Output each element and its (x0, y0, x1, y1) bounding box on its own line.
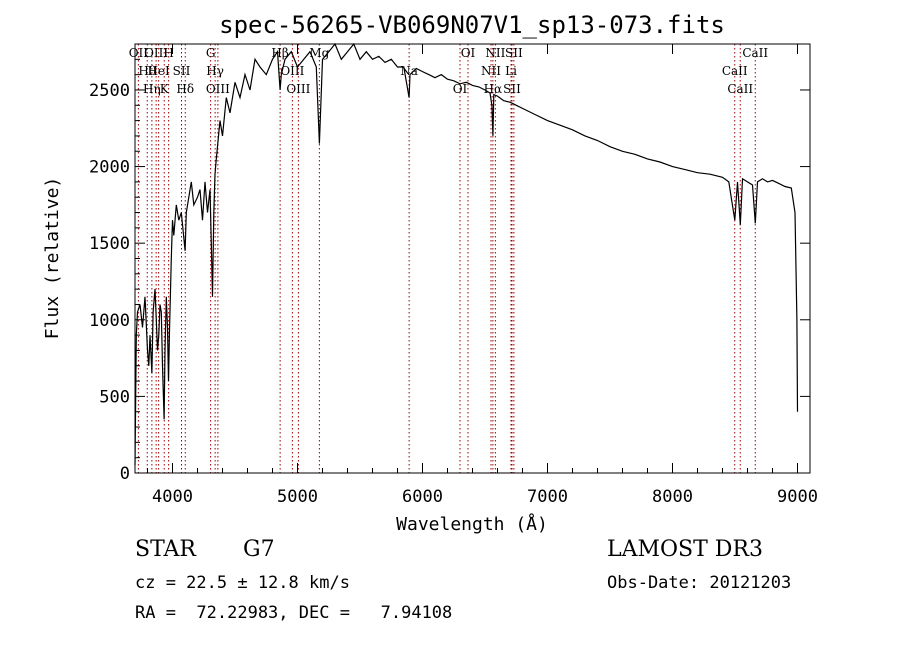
line-label-15: Hβ (271, 46, 288, 60)
line-label-11: G (206, 46, 216, 60)
line-label-21: NII (481, 64, 501, 78)
line-label-8: Hδ (176, 82, 194, 96)
line-label-27: CaII (742, 46, 768, 60)
line-label-18: OI (461, 46, 476, 60)
redshift-text: cz = 22.5 ± 12.8 km/s (135, 573, 350, 593)
line-label-1: OII (129, 46, 149, 60)
line-label-7: H (163, 46, 173, 60)
line-label-6: SII (173, 64, 191, 78)
y-tick-label-5: 2500 (89, 81, 130, 101)
survey-name: LAMOST DR3 (607, 537, 763, 562)
x-tick-label-2: 6000 (402, 487, 443, 507)
x-axis: 4000 5000 6000 7000 8000 9000 (147, 44, 818, 507)
object-class: STAR (135, 537, 196, 562)
line-label-2: OIII (144, 46, 168, 60)
y-tick-label-4: 2000 (89, 158, 130, 178)
x-tick-label-5: 9000 (777, 487, 818, 507)
x-axis-label: Wavelength (Å) (396, 513, 548, 535)
line-label-20: SII (503, 82, 521, 96)
y-axis: 0 500 1000 1500 2000 2500 (89, 58, 810, 484)
line-label-24: SII (505, 46, 523, 60)
emission-line-markers (137, 44, 756, 473)
x-tick-label-4: 8000 (652, 487, 693, 507)
line-label-16: Na (400, 64, 418, 78)
line-label-25: CaII (722, 64, 748, 78)
line-label-14: OIII (280, 64, 304, 78)
flux-series-line (134, 42, 799, 466)
obs-date-text: Obs-Date: 20121203 (607, 573, 792, 593)
line-label-4: HeI (147, 64, 170, 78)
y-axis-label: Flux (relative) (42, 177, 63, 340)
line-label-22: Li (505, 64, 517, 78)
line-label-10: Hγ (206, 64, 224, 78)
coordinates-text: RA = 72.22983, DEC = 7.94108 (135, 603, 453, 623)
x-tick-label-3: 7000 (527, 487, 568, 507)
y-tick-label-2: 1000 (89, 311, 130, 331)
y-tick-label-0: 0 (120, 464, 130, 484)
emission-line-labels: OIIHθHηOIIIHeIKHSIIHδGHγOIIIHβOIIIOIIIMg… (129, 46, 769, 96)
plot-frame (134, 43, 811, 474)
line-label-19: Hα (484, 82, 503, 96)
chart-title: spec-56265-VB069N07V1_sp13-073.fits (219, 11, 725, 39)
line-label-26: CaII (727, 82, 753, 96)
object-subclass: G7 (243, 537, 275, 562)
line-label-23: NII (485, 46, 505, 60)
line-label-12: OIII (286, 82, 310, 96)
line-label-17: OI (453, 82, 468, 96)
line-label-9: OIII (206, 82, 230, 96)
x-tick-label-0: 4000 (152, 487, 193, 507)
line-label-3: K (160, 82, 170, 96)
line-label-0: Hθ (138, 64, 156, 78)
y-tick-label-3: 1500 (89, 234, 130, 254)
x-tick-label-1: 5000 (277, 487, 318, 507)
line-label-5: Hη (143, 82, 161, 96)
y-tick-label-1: 500 (99, 387, 130, 407)
